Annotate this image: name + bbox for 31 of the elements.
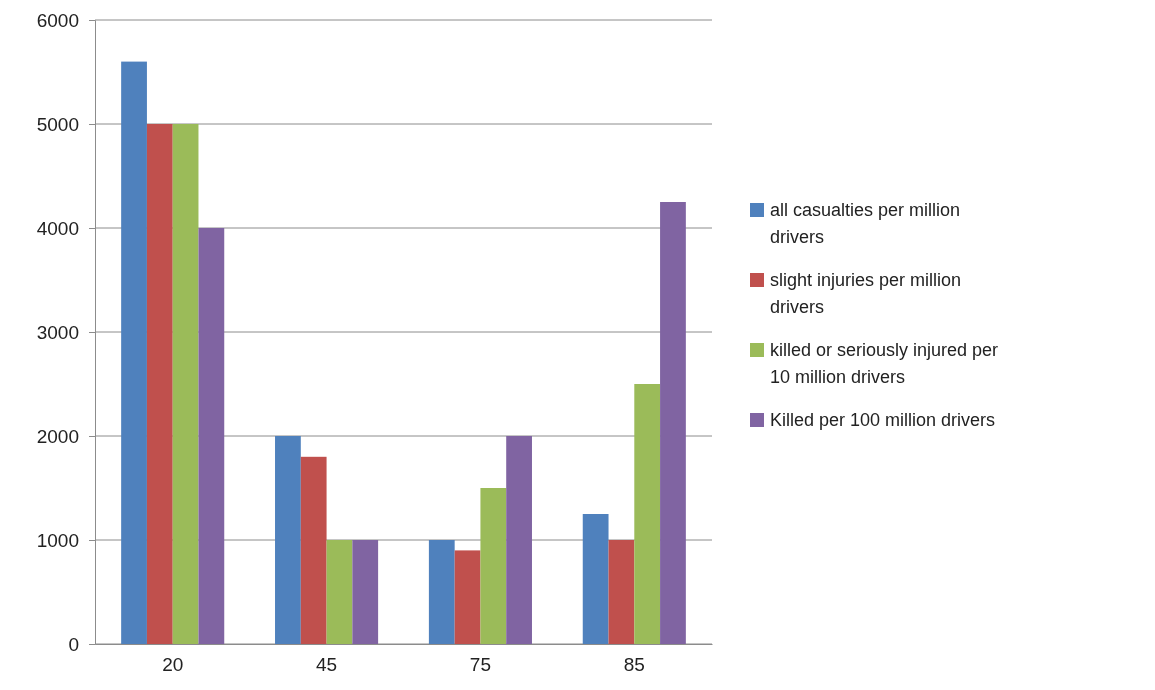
x-tick-label: 45 xyxy=(316,654,338,676)
y-tick-label: 0 xyxy=(68,633,79,655)
x-tick-label: 20 xyxy=(162,654,184,676)
y-tick-label: 4000 xyxy=(36,217,79,239)
bar xyxy=(352,540,379,644)
bar xyxy=(275,436,301,644)
bar xyxy=(326,540,353,644)
bar xyxy=(608,540,635,644)
y-tick-label: 1000 xyxy=(36,529,79,551)
legend-label: Killed per 100 million drivers xyxy=(770,410,996,430)
bar xyxy=(660,202,686,644)
y-tick-label: 3000 xyxy=(36,321,79,343)
bar xyxy=(146,124,173,644)
bar xyxy=(454,550,481,644)
y-tick-label: 5000 xyxy=(36,113,79,135)
legend-label: all casualties per million drivers xyxy=(770,200,961,247)
bar xyxy=(582,514,609,644)
bar xyxy=(172,124,199,644)
x-tick-label: 75 xyxy=(469,654,491,676)
y-tick-label: 2000 xyxy=(36,425,79,447)
bar xyxy=(300,456,327,644)
x-tick-label: 85 xyxy=(623,654,645,676)
legend-label: killed or seriously injured per 10 million drivers xyxy=(770,340,999,387)
bar xyxy=(121,61,147,644)
bar xyxy=(634,384,661,644)
bar xyxy=(506,436,532,644)
bar xyxy=(198,228,225,644)
bar xyxy=(428,540,455,644)
legend-label: slight injuries per million drivers xyxy=(770,270,962,317)
y-tick-label: 6000 xyxy=(36,9,79,31)
bar xyxy=(480,488,507,644)
